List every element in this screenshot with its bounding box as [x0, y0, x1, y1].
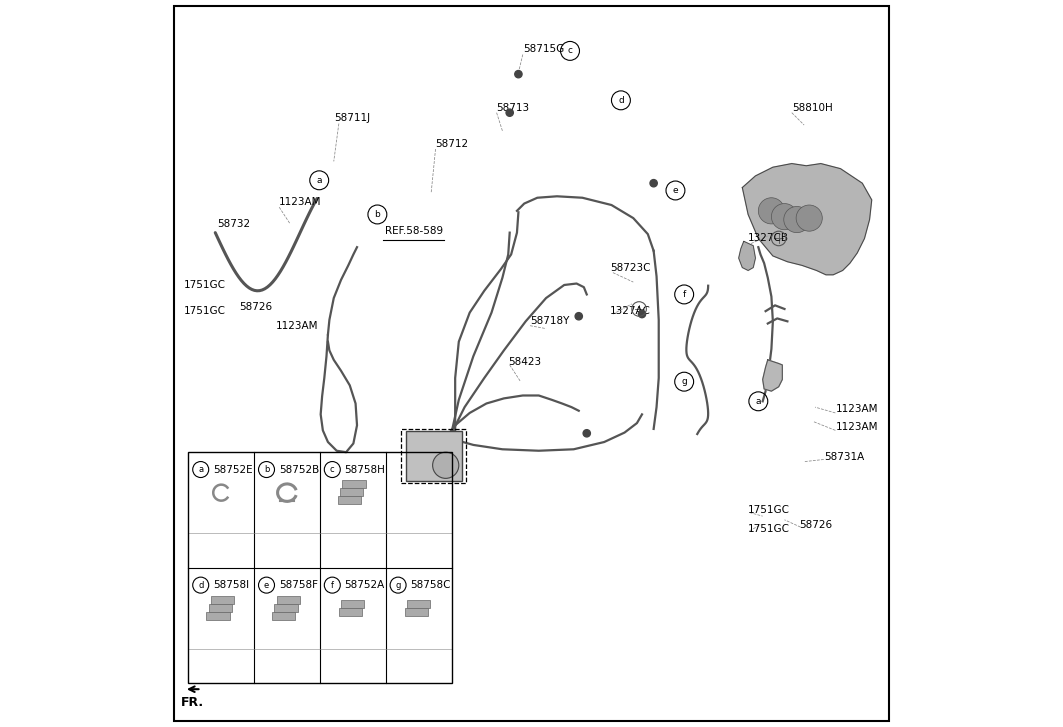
Bar: [401, 429, 466, 483]
FancyBboxPatch shape: [338, 497, 361, 505]
Bar: [188, 452, 452, 683]
Circle shape: [514, 71, 522, 78]
Text: 1327CB: 1327CB: [748, 233, 789, 244]
Text: c: c: [568, 47, 573, 55]
Circle shape: [796, 205, 823, 231]
Text: 58810H: 58810H: [792, 103, 832, 113]
Text: 1751GC: 1751GC: [748, 505, 790, 515]
Text: 58723C: 58723C: [610, 262, 651, 273]
Circle shape: [649, 180, 657, 187]
FancyBboxPatch shape: [206, 612, 230, 620]
Text: 58758H: 58758H: [344, 465, 386, 475]
FancyBboxPatch shape: [208, 604, 232, 612]
Circle shape: [575, 313, 583, 320]
Text: 1123AM: 1123AM: [279, 197, 321, 207]
Text: b: b: [264, 465, 269, 474]
Text: 1751GC: 1751GC: [184, 306, 226, 316]
Text: REF.58-589: REF.58-589: [385, 226, 443, 236]
Text: 58423: 58423: [508, 357, 541, 367]
Text: 58718Y: 58718Y: [530, 316, 570, 326]
Text: 58726: 58726: [799, 520, 832, 530]
Text: a: a: [317, 176, 322, 185]
FancyBboxPatch shape: [406, 431, 461, 481]
Text: 1751GC: 1751GC: [184, 280, 226, 290]
FancyBboxPatch shape: [210, 596, 234, 604]
Text: g: g: [395, 581, 401, 590]
Text: 58732: 58732: [218, 219, 251, 229]
Text: a: a: [756, 397, 761, 406]
FancyBboxPatch shape: [342, 481, 366, 489]
Text: d: d: [198, 581, 203, 590]
Circle shape: [783, 206, 810, 233]
Text: b: b: [374, 210, 381, 219]
Text: 58711J: 58711J: [334, 113, 370, 123]
Text: e: e: [264, 581, 269, 590]
Polygon shape: [739, 241, 756, 270]
Text: 58731A: 58731A: [824, 451, 864, 462]
FancyBboxPatch shape: [274, 604, 298, 612]
Text: 58726: 58726: [239, 302, 272, 312]
FancyBboxPatch shape: [407, 601, 431, 608]
Text: 58713: 58713: [496, 103, 529, 113]
Circle shape: [639, 310, 645, 318]
FancyBboxPatch shape: [341, 601, 365, 608]
Circle shape: [433, 452, 459, 478]
Circle shape: [584, 430, 590, 437]
Text: d: d: [618, 96, 624, 105]
Text: 1123AM: 1123AM: [836, 422, 878, 433]
Text: FR.: FR.: [181, 696, 204, 710]
Text: f: f: [682, 290, 686, 299]
Polygon shape: [742, 164, 872, 275]
Polygon shape: [762, 360, 782, 391]
Text: 1123AM: 1123AM: [836, 403, 878, 414]
Text: 58752A: 58752A: [344, 580, 385, 590]
Text: 58752B: 58752B: [279, 465, 319, 475]
FancyBboxPatch shape: [405, 608, 428, 616]
Text: 58712: 58712: [436, 139, 469, 149]
Text: 1751GC: 1751GC: [748, 524, 790, 534]
FancyBboxPatch shape: [272, 612, 296, 620]
Circle shape: [772, 204, 797, 230]
FancyBboxPatch shape: [276, 596, 300, 604]
FancyBboxPatch shape: [339, 608, 362, 616]
FancyBboxPatch shape: [340, 489, 364, 497]
Text: a: a: [198, 465, 203, 474]
Text: e: e: [673, 186, 678, 195]
Circle shape: [758, 198, 784, 224]
Text: f: f: [331, 581, 334, 590]
Text: 58752E: 58752E: [213, 465, 253, 475]
Text: 58758F: 58758F: [279, 580, 318, 590]
Text: 58758I: 58758I: [213, 580, 249, 590]
Text: 58758C: 58758C: [410, 580, 451, 590]
Text: 58715G: 58715G: [523, 44, 564, 55]
Text: g: g: [681, 377, 687, 386]
Text: c: c: [330, 465, 335, 474]
Text: 1123AM: 1123AM: [275, 321, 318, 331]
Circle shape: [506, 109, 513, 116]
Text: 1327AC: 1327AC: [610, 306, 651, 316]
